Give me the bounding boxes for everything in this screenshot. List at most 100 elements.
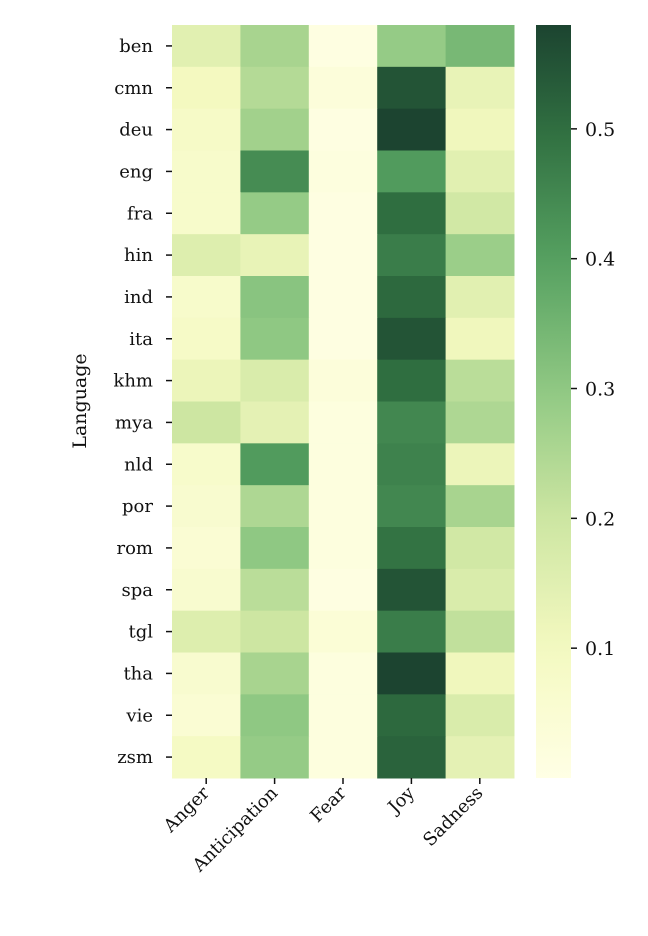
heatmap-cell xyxy=(240,401,310,444)
heatmap-cell xyxy=(377,234,447,277)
heatmap-cell xyxy=(172,234,241,277)
heatmap-cell xyxy=(240,694,310,737)
heatmap-cell xyxy=(445,234,515,277)
colorbar-tick-label: 0.2 xyxy=(585,508,615,530)
heatmap-cell xyxy=(445,276,515,319)
heatmap-cell xyxy=(377,443,447,486)
heatmap-cell xyxy=(308,736,378,779)
heatmap-cell xyxy=(308,694,378,737)
heatmap-cell xyxy=(308,568,378,612)
heatmap-cell xyxy=(308,66,378,110)
heatmap-cell xyxy=(308,485,378,528)
x-tick-label: Anger xyxy=(159,782,214,837)
y-tick-label: fra xyxy=(127,203,153,224)
x-tick-label: Fear xyxy=(306,782,350,826)
heatmap-cell xyxy=(172,108,241,151)
heatmap-cell xyxy=(308,610,378,653)
heatmap-cell xyxy=(445,359,515,402)
heatmap-cell xyxy=(377,359,447,402)
y-tick-label: nld xyxy=(124,454,153,475)
heatmap-cell xyxy=(377,66,447,110)
heatmap-cell xyxy=(445,736,515,779)
heatmap-cell xyxy=(172,317,241,361)
heatmap-cell xyxy=(377,108,447,151)
heatmap-cell xyxy=(240,443,310,486)
heatmap-cell xyxy=(445,485,515,528)
heatmap-cell xyxy=(240,150,310,193)
y-tick-label: khm xyxy=(113,371,153,392)
heatmap-cell xyxy=(377,568,447,612)
heatmap-cell xyxy=(377,736,447,779)
heatmap-cell xyxy=(308,25,378,68)
y-tick-label: rom xyxy=(116,538,153,559)
heatmap-cell xyxy=(377,192,447,235)
y-tick-label: cmn xyxy=(114,78,153,99)
y-tick-label: ita xyxy=(129,329,153,350)
heatmap-cell xyxy=(377,401,447,444)
y-tick-label: ben xyxy=(119,36,153,57)
heatmap-cell xyxy=(445,401,515,444)
y-tick-label: zsm xyxy=(117,747,153,768)
heatmap-cell xyxy=(240,527,310,570)
colorbar-tick-label: 0.4 xyxy=(585,249,615,271)
heatmap-cell xyxy=(172,276,241,319)
heatmap-cell xyxy=(240,276,310,319)
heatmap-cell xyxy=(377,25,447,68)
heatmap-cell xyxy=(445,443,515,486)
colorbar-ticks: 0.1 0.2 0.3 0.4 0.5 xyxy=(571,119,615,660)
heatmap-cell xyxy=(308,527,378,570)
heatmap-cell xyxy=(308,317,378,361)
y-tick-label: hin xyxy=(124,245,153,266)
y-tick-label: tgl xyxy=(128,622,153,643)
heatmap-cells xyxy=(172,25,515,779)
heatmap-cell xyxy=(240,652,310,695)
heatmap-cell xyxy=(377,652,447,695)
heatmap-cell xyxy=(240,736,310,779)
heatmap-cell xyxy=(308,359,378,402)
heatmap-cell xyxy=(445,652,515,695)
heatmap-cell xyxy=(172,736,241,779)
heatmap-cell xyxy=(240,568,310,612)
heatmap-cell xyxy=(240,25,310,68)
heatmap-cell xyxy=(172,568,241,612)
colorbar xyxy=(536,25,571,778)
y-tick-label: deu xyxy=(119,120,153,141)
y-tick-label: tha xyxy=(123,663,153,684)
y-axis-label: Language xyxy=(69,353,91,448)
heatmap-cell xyxy=(377,527,447,570)
colorbar-tick-label: 0.5 xyxy=(585,119,615,141)
heatmap-cell xyxy=(172,25,241,68)
heatmap-cell xyxy=(172,150,241,193)
heatmap-cell xyxy=(240,359,310,402)
colorbar-tick-label: 0.3 xyxy=(585,379,615,401)
heatmap-cell xyxy=(445,150,515,193)
heatmap-cell xyxy=(172,694,241,737)
heatmap-cell xyxy=(377,610,447,653)
heatmap-cell xyxy=(308,443,378,486)
heatmap-cell xyxy=(172,401,241,444)
heatmap-cell xyxy=(172,610,241,653)
heatmap-cell xyxy=(377,317,447,361)
heatmap-cell xyxy=(445,108,515,151)
heatmap-cell xyxy=(172,359,241,402)
heatmap-cell xyxy=(445,694,515,737)
heatmap-cell xyxy=(172,443,241,486)
x-tick-label: Joy xyxy=(383,782,420,819)
heatmap-cell xyxy=(240,192,310,235)
heatmap-cell xyxy=(445,192,515,235)
y-tick-label: mya xyxy=(115,412,153,433)
heatmap-cell xyxy=(445,568,515,612)
heatmap-cell xyxy=(240,234,310,277)
y-tick-label: ind xyxy=(124,287,153,308)
y-tick-label: vie xyxy=(125,705,153,726)
heatmap-cell xyxy=(308,192,378,235)
heatmap-cell xyxy=(172,66,241,110)
y-axis-ticks: ben cmn deu eng fra hin ind ita khm mya nld por rom s… xyxy=(113,36,172,768)
heatmap-cell xyxy=(377,694,447,737)
heatmap-cell xyxy=(172,652,241,695)
heatmap-cell xyxy=(172,485,241,528)
y-tick-label: eng xyxy=(119,161,153,182)
heatmap-cell xyxy=(308,234,378,277)
heatmap-cell xyxy=(240,317,310,361)
heatmap-cell xyxy=(240,485,310,528)
